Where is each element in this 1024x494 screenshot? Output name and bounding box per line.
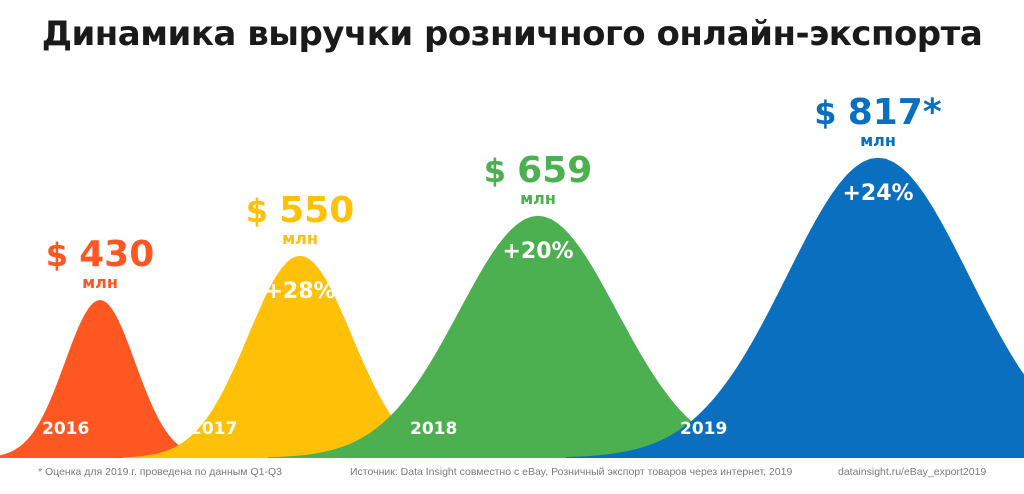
unit-label-2018: млн	[520, 189, 556, 208]
year-label-2019: 2019	[680, 419, 727, 439]
year-label-2016: 2016	[42, 419, 89, 439]
growth-label-2017: +28%	[264, 279, 335, 304]
value-label-2016: $ 430	[46, 234, 155, 275]
year-label-2018: 2018	[410, 419, 457, 439]
value-label-2019: $ 817*	[814, 92, 942, 133]
value-label-2017: $ 550	[246, 190, 355, 231]
unit-label-2017: млн	[282, 229, 318, 248]
growth-label-2018: +20%	[502, 239, 573, 264]
area-2016	[0, 300, 220, 458]
page-title: Динамика выручки розничного онлайн-экспо…	[41, 14, 983, 54]
unit-label-2019: млн	[860, 131, 896, 150]
estimate-footnote: * Оценка для 2019 г. проведена по данным…	[38, 466, 282, 478]
area-2019	[566, 157, 1024, 458]
source-footnote: Источник: Data Insight совместно с eBay,…	[350, 466, 793, 478]
year-label-2017: 2017	[190, 419, 237, 439]
unit-label-2016: млн	[82, 273, 118, 292]
growth-label-2019: +24%	[842, 181, 913, 206]
area-2018	[268, 215, 808, 458]
value-label-2018: $ 659	[484, 150, 593, 191]
area-2017	[123, 255, 477, 458]
source-link[interactable]: datainsight.ru/eBay_export2019	[838, 466, 987, 478]
